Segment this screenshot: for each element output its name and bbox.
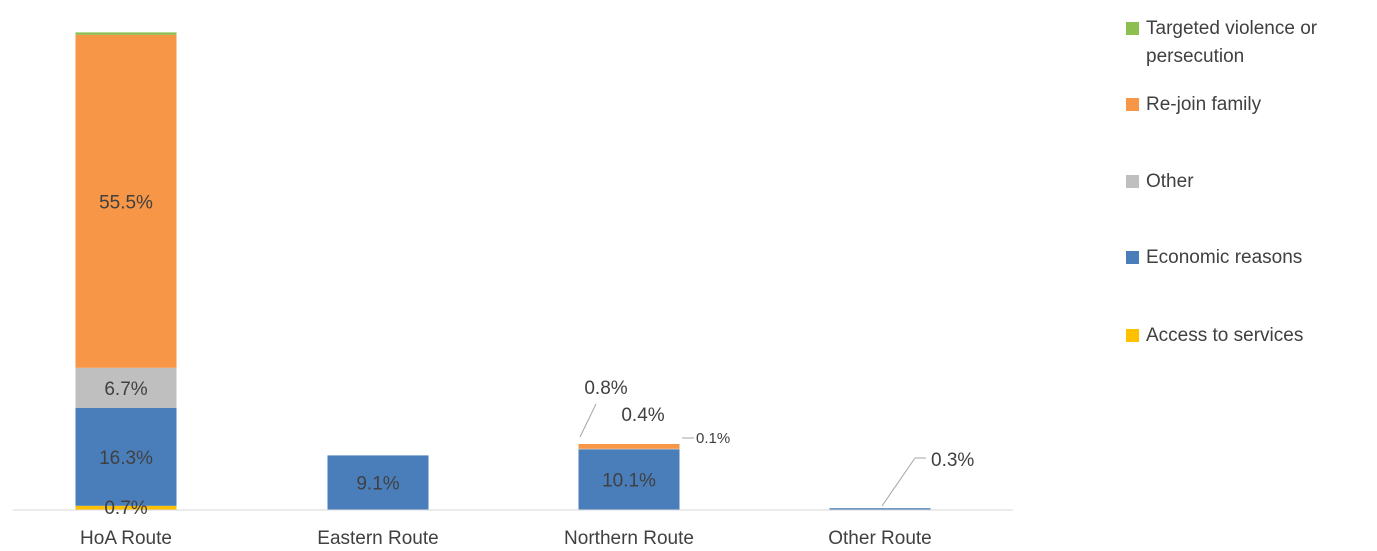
legend-item-economic-reasons: Economic reasons: [1126, 244, 1366, 272]
legend-swatch-targeted-violence-or-persecution: [1126, 22, 1139, 35]
legend-swatch-access-to-services: [1126, 329, 1139, 342]
data-label-northern-route-other: 0.1%: [696, 430, 730, 447]
x-tick-labels-group: HoA Route Eastern Route Northern Route Othe…: [80, 528, 932, 549]
data-label-northern-route-economic-reasons: 10.1%: [602, 471, 656, 492]
leader-line-other-route-economic: [881, 457, 916, 507]
legend-label: Targeted violence or persecution: [1146, 18, 1318, 67]
bar-other-route-economic-reasons: [829, 508, 931, 510]
data-label-other-route-economic-reasons: 0.3%: [931, 450, 974, 471]
legend-label: Economic reasons: [1146, 247, 1303, 268]
data-label-hoa-route-economic-reasons: 16.3%: [99, 448, 153, 469]
x-tick-label-northern-route: Northern Route: [564, 528, 694, 549]
legend-label: Re-join family: [1146, 94, 1262, 115]
data-label-hoa-route-other: 6.7%: [104, 379, 147, 400]
x-tick-label-hoa-route: HoA Route: [80, 528, 172, 549]
data-label-northern-route-re-join-family: 0.4%: [621, 405, 664, 426]
legend-swatch-other: [1126, 175, 1139, 188]
legend-item-re-join-family: Re-join family: [1126, 91, 1366, 119]
x-tick-label-other-route: Other Route: [828, 528, 932, 549]
legend-label: Other: [1146, 171, 1194, 192]
bar-northern-route-other: [578, 448, 680, 450]
leader-line-northern-route-targeted-violence: [579, 403, 597, 438]
bar-hoa-route-targeted-violence-or-persecution: [75, 32, 177, 35]
bar-hoa-route-other: [75, 367, 177, 408]
bar-northern-route-economic-reasons: [578, 449, 680, 510]
legend-item-other: Other: [1126, 168, 1366, 196]
legend-item-access-to-services: Access to services: [1126, 322, 1366, 350]
data-labels-group: 0.7% 16.3% 6.7% 55.5% 9.1% 10.1% 0.1% 0.4% 0.8% 0…: [99, 192, 974, 519]
legend-label: Access to services: [1146, 325, 1304, 346]
bar-eastern-route-economic-reasons: [327, 455, 429, 510]
bar-hoa-route-re-join-family: [75, 34, 177, 368]
x-tick-label-eastern-route: Eastern Route: [317, 528, 438, 549]
bars-group: [75, 32, 931, 510]
bar-hoa-route-economic-reasons: [75, 408, 177, 506]
legend-swatch-re-join-family: [1126, 98, 1139, 111]
legend-swatch-economic-reasons: [1126, 251, 1139, 264]
bar-northern-route-re-join-family: [578, 444, 680, 449]
data-label-northern-route-targeted-violence-or-persecution: 0.8%: [584, 378, 627, 399]
bar-hoa-route-access-to-services: [75, 505, 177, 510]
data-label-hoa-route-access-to-services: 0.7%: [104, 498, 147, 519]
leader-lines-group: [579, 403, 926, 507]
legend-item-targeted-violence-or-persecution: Targeted violence or persecution: [1126, 15, 1366, 71]
data-label-hoa-route-re-join-family: 55.5%: [99, 192, 153, 213]
data-label-eastern-route-economic-reasons: 9.1%: [356, 474, 399, 495]
